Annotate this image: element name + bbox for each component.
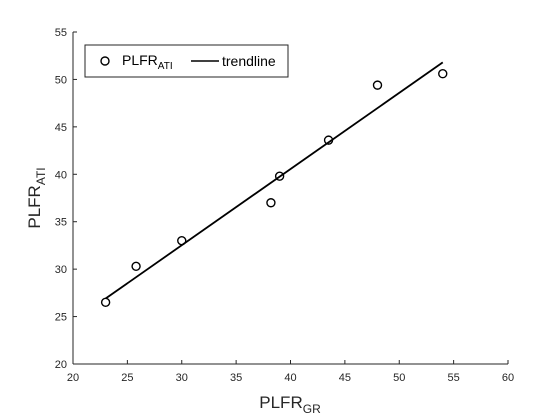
legend-box	[84, 44, 289, 78]
x-tick-label: 45	[339, 372, 351, 384]
y-tick-label: 25	[55, 312, 67, 324]
y-tick-label: 35	[55, 217, 67, 229]
y-tick-label: 45	[55, 122, 67, 134]
data-point	[274, 171, 285, 181]
trendline	[105, 61, 444, 300]
x-tick-label: 20	[67, 372, 79, 384]
data-point	[266, 198, 276, 208]
trendline-layer	[105, 61, 444, 300]
y-tick-label: 30	[55, 264, 67, 276]
legend-label-points: PLFRATI	[122, 52, 173, 72]
plot-area	[73, 32, 508, 364]
data-point	[100, 297, 111, 308]
legend-label-trendline: trendline	[222, 53, 276, 69]
axes: 20 25 30 35 40 45 50 55 60 20 25 30 35 40 45 50 55	[55, 27, 514, 384]
y-tick-label: 50	[55, 74, 67, 86]
data-point	[131, 261, 141, 271]
x-tick-label: 35	[230, 372, 242, 384]
legend-marker-points	[100, 56, 110, 66]
y-tick-label: 40	[55, 169, 67, 181]
x-tick-label: 25	[121, 372, 133, 384]
data-point	[438, 69, 448, 79]
data-point	[177, 235, 187, 246]
y-tick-label: 55	[55, 27, 67, 39]
x-axis-label: PLFRGR	[259, 393, 321, 416]
x-tick-label: 40	[284, 372, 296, 384]
data-point	[323, 135, 334, 145]
y-tick-label: 20	[55, 359, 67, 371]
x-tick-label: 50	[393, 372, 405, 384]
legend: PLFRATI trendline	[84, 44, 289, 78]
data-point	[372, 80, 383, 90]
x-tick-label: 60	[502, 372, 514, 384]
x-tick-label: 55	[448, 372, 460, 384]
y-axis-label: PLFRATI	[25, 167, 48, 228]
points-layer	[100, 69, 448, 308]
x-tick-label: 30	[176, 372, 188, 384]
